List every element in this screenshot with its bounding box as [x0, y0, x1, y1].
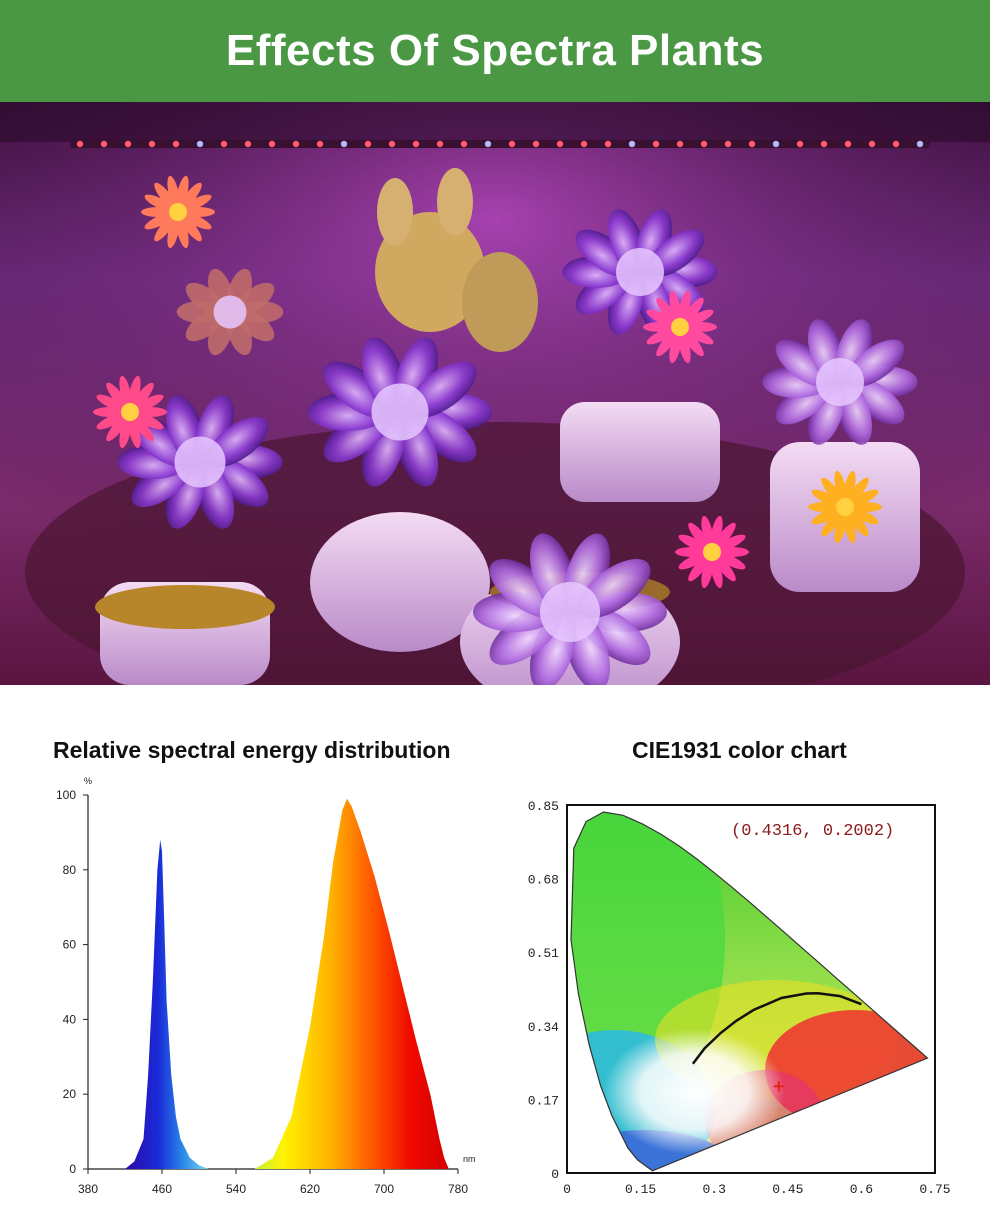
y-tick-label: 60: [63, 938, 77, 952]
x-tick-label: 460: [152, 1182, 172, 1196]
y-tick-label: 80: [63, 863, 77, 877]
x-tick-label: 780: [448, 1182, 468, 1196]
flower: [93, 375, 167, 449]
led: [580, 140, 588, 148]
banner-title: Effects Of Spectra Plants: [225, 26, 765, 75]
led: [436, 140, 444, 148]
led: [652, 140, 660, 148]
x-tick-label: 0: [563, 1182, 571, 1197]
flower: [141, 175, 215, 249]
x-tick-label: 0.3: [702, 1182, 725, 1197]
header-banner: Effects Of Spectra Plants: [0, 0, 990, 102]
x-tick-label: 0.6: [850, 1182, 873, 1197]
led: [220, 140, 228, 148]
plant-photo: [0, 102, 990, 685]
spectral-chart-title: Relative spectral energy distribution: [53, 737, 451, 763]
led: [772, 140, 780, 148]
led: [820, 140, 828, 148]
x-tick-label: 0.45: [772, 1182, 803, 1197]
y-tick-label: 0.68: [528, 873, 559, 888]
y-tick-label: 0.85: [528, 799, 559, 814]
red-peak-area: [254, 798, 449, 1169]
y-tick-label: 0: [551, 1167, 559, 1182]
cie-chart-title: CIE1931 color chart: [632, 737, 847, 763]
led: [316, 140, 324, 148]
y-unit-label: %: [84, 776, 92, 786]
led: [724, 140, 732, 148]
x-tick-label: 0.75: [919, 1182, 950, 1197]
led: [892, 140, 900, 148]
succulent: [176, 268, 284, 356]
led: [868, 140, 876, 148]
x-tick-label: 700: [374, 1182, 394, 1196]
flower: [808, 470, 882, 544]
led: [508, 140, 516, 148]
led: [172, 140, 180, 148]
x-unit-label: nm: [463, 1154, 476, 1164]
led-strip: [76, 140, 924, 148]
planckian-locus: [691, 992, 862, 1065]
led: [676, 140, 684, 148]
y-tick-label: 0.51: [528, 946, 559, 961]
succulent: [117, 395, 283, 529]
led: [196, 140, 204, 148]
plant-illustration: [0, 102, 990, 685]
y-tick-label: 40: [63, 1012, 77, 1026]
cie-chart: 0 0.17 0.34 0.51 0.68 0.85 0 0.15 0.3 0.45 0.6 0.75…: [528, 799, 951, 1197]
x-tick-label: 540: [226, 1182, 246, 1196]
y-tick-label: 0: [69, 1162, 76, 1176]
led: [364, 140, 372, 148]
led: [556, 140, 564, 148]
led: [628, 140, 636, 148]
led: [292, 140, 300, 148]
y-tick-label: 20: [63, 1087, 77, 1101]
succulent: [307, 337, 493, 487]
led: [268, 140, 276, 148]
led: [604, 140, 612, 148]
led: [388, 140, 396, 148]
x-tick-label: 380: [78, 1182, 98, 1196]
spectral-chart: 0 20 40 60 80 100 380 460 540 620 700 780 % nm: [56, 776, 476, 1196]
succulent: [473, 533, 667, 685]
led: [484, 140, 492, 148]
led: [412, 140, 420, 148]
spectral-locus: [570, 811, 929, 1172]
succulent: [562, 209, 718, 335]
led: [532, 140, 540, 148]
led: [148, 140, 156, 148]
led: [916, 140, 924, 148]
led: [844, 140, 852, 148]
x-tick-label: 620: [300, 1182, 320, 1196]
led: [700, 140, 708, 148]
led: [76, 140, 84, 148]
y-tick-label: 0.34: [528, 1020, 559, 1035]
y-tick-label: 0.17: [528, 1093, 559, 1108]
succulent: [762, 319, 918, 445]
flower: [675, 515, 749, 589]
led: [796, 140, 804, 148]
led: [100, 140, 108, 148]
led: [748, 140, 756, 148]
cie-coordinate-annotation: (0.4316, 0.2002): [731, 822, 894, 841]
x-tick-label: 0.15: [625, 1182, 656, 1197]
led: [460, 140, 468, 148]
y-tick-label: 100: [56, 788, 76, 802]
led: [340, 140, 348, 148]
led: [124, 140, 132, 148]
flower: [643, 290, 717, 364]
blue-peak-area: [125, 839, 209, 1169]
led: [244, 140, 252, 148]
